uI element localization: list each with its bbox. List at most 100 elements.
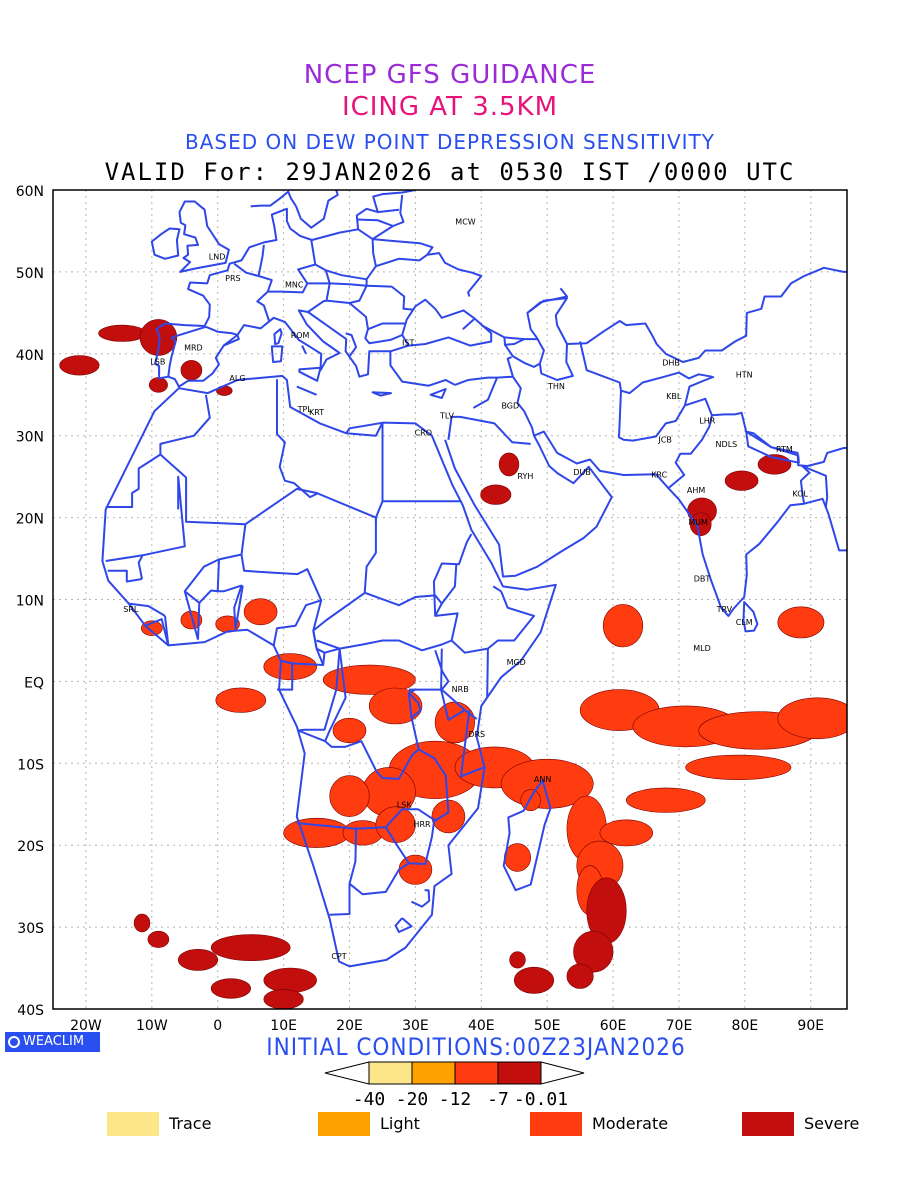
country-border bbox=[276, 379, 319, 499]
lon-tick-label: 20E bbox=[336, 1018, 363, 1034]
station-prs: PRS bbox=[225, 274, 240, 283]
country-border bbox=[314, 228, 377, 281]
country-border bbox=[329, 688, 450, 916]
station-clm: CLM bbox=[736, 618, 753, 627]
country-border bbox=[167, 325, 207, 377]
europe-coast bbox=[154, 190, 416, 388]
station-mcw: MCW bbox=[455, 217, 475, 226]
lon-tick-label: 40E bbox=[468, 1018, 495, 1034]
icing-area bbox=[602, 604, 644, 648]
country-border bbox=[384, 818, 436, 865]
sri-lanka-coast bbox=[742, 601, 759, 633]
country-border bbox=[372, 194, 405, 240]
lon-tick-label: 60E bbox=[600, 1018, 627, 1034]
lon-tick-label: 10W bbox=[136, 1018, 168, 1034]
country-border bbox=[348, 862, 410, 896]
icing-area bbox=[625, 787, 706, 813]
lon-tick-label: 30E bbox=[402, 1018, 429, 1034]
station-mld: MLD bbox=[693, 644, 711, 653]
lon-tick-label: 80E bbox=[732, 1018, 759, 1034]
country-border bbox=[512, 376, 535, 436]
icing-area bbox=[180, 360, 203, 381]
icing-area bbox=[210, 978, 251, 999]
lon-tick-label: 20W bbox=[70, 1018, 102, 1034]
lat-tick-label: 10S bbox=[17, 757, 44, 773]
lat-tick-label: 20S bbox=[17, 839, 44, 855]
country-border bbox=[667, 397, 713, 489]
lon-tick-label: 90E bbox=[797, 1018, 824, 1034]
country-border bbox=[233, 244, 265, 277]
coastlines-borders bbox=[101, 190, 847, 968]
station-rtm: RTM bbox=[776, 445, 793, 454]
country-border bbox=[480, 324, 538, 341]
lat-tick-label: 60N bbox=[16, 184, 44, 200]
station-ndls: NDLS bbox=[716, 440, 738, 449]
graticule bbox=[53, 190, 847, 1009]
scandinavia-coast bbox=[250, 190, 339, 229]
initial-conditions: INITIAL CONDITIONS:00Z23JAN2026 bbox=[266, 1033, 686, 1061]
icing-area bbox=[215, 687, 267, 713]
country-border bbox=[348, 302, 403, 345]
station-alg: ALG bbox=[229, 374, 245, 383]
country-border bbox=[454, 376, 498, 386]
legend-swatch-trace bbox=[107, 1112, 159, 1136]
country-border bbox=[272, 599, 322, 646]
legend-label-severe: Severe bbox=[804, 1114, 860, 1133]
colorbar-left-arrow bbox=[324, 1061, 370, 1085]
country-border bbox=[799, 465, 811, 504]
station-tlv: TLV bbox=[439, 412, 454, 421]
station-ryh: RYH bbox=[517, 472, 533, 481]
country-border bbox=[364, 591, 443, 617]
country-border bbox=[183, 590, 200, 640]
colorbar-tick-label: -7 bbox=[487, 1089, 509, 1110]
icing-area bbox=[98, 324, 147, 342]
station-jcb: JCB bbox=[657, 435, 671, 444]
country-border bbox=[394, 917, 413, 933]
station-lsk: LSK bbox=[397, 801, 413, 810]
colorbar-tick-label: -20 bbox=[396, 1089, 429, 1110]
country-border bbox=[346, 422, 384, 437]
station-cpt: CPT bbox=[331, 952, 346, 961]
lat-tick-label: 50N bbox=[16, 266, 44, 282]
title-valid-time: VALID For: 29JAN2026 at 0530 IST /0000 U… bbox=[104, 158, 796, 186]
country-border bbox=[277, 659, 294, 691]
icing-area bbox=[243, 598, 278, 626]
country-border bbox=[137, 475, 186, 580]
country-border bbox=[307, 283, 331, 313]
station-dhb: DHB bbox=[662, 358, 680, 367]
icing-area bbox=[263, 653, 317, 681]
station-krt: KRT bbox=[309, 408, 324, 417]
icing-area bbox=[263, 967, 317, 993]
country-border bbox=[620, 371, 713, 395]
legend-label-light: Light bbox=[380, 1114, 420, 1133]
colorbar-segment bbox=[454, 1061, 499, 1085]
colorbar-tick-label: -0.01 bbox=[514, 1089, 568, 1110]
icing-area bbox=[147, 930, 170, 948]
caspian-coast bbox=[526, 297, 574, 381]
country-border bbox=[377, 208, 400, 214]
country-border bbox=[326, 285, 368, 304]
station-krc: KRC bbox=[651, 471, 667, 480]
country-border bbox=[216, 559, 220, 592]
icing-area bbox=[777, 697, 847, 740]
station-lhr: LHR bbox=[699, 416, 715, 425]
station-lsb: LSB bbox=[150, 357, 165, 366]
crete-coast bbox=[371, 391, 392, 397]
country-border bbox=[432, 533, 473, 641]
legend-swatch-severe bbox=[742, 1112, 794, 1136]
station-nrb: NRB bbox=[452, 685, 469, 694]
icing-area bbox=[573, 930, 614, 973]
lon-tick-label: 10E bbox=[270, 1018, 297, 1034]
icing-area bbox=[777, 606, 825, 639]
country-border bbox=[345, 332, 358, 357]
country-border bbox=[329, 279, 368, 287]
station-dub: DUB bbox=[573, 468, 591, 477]
icing-area bbox=[498, 452, 520, 477]
country-border bbox=[411, 889, 431, 908]
country-border bbox=[372, 238, 434, 256]
icing-area bbox=[332, 717, 367, 744]
weaclim-logo: WEACLIM bbox=[5, 1032, 100, 1052]
station-srl: SRL bbox=[123, 605, 139, 614]
country-border bbox=[324, 648, 347, 742]
